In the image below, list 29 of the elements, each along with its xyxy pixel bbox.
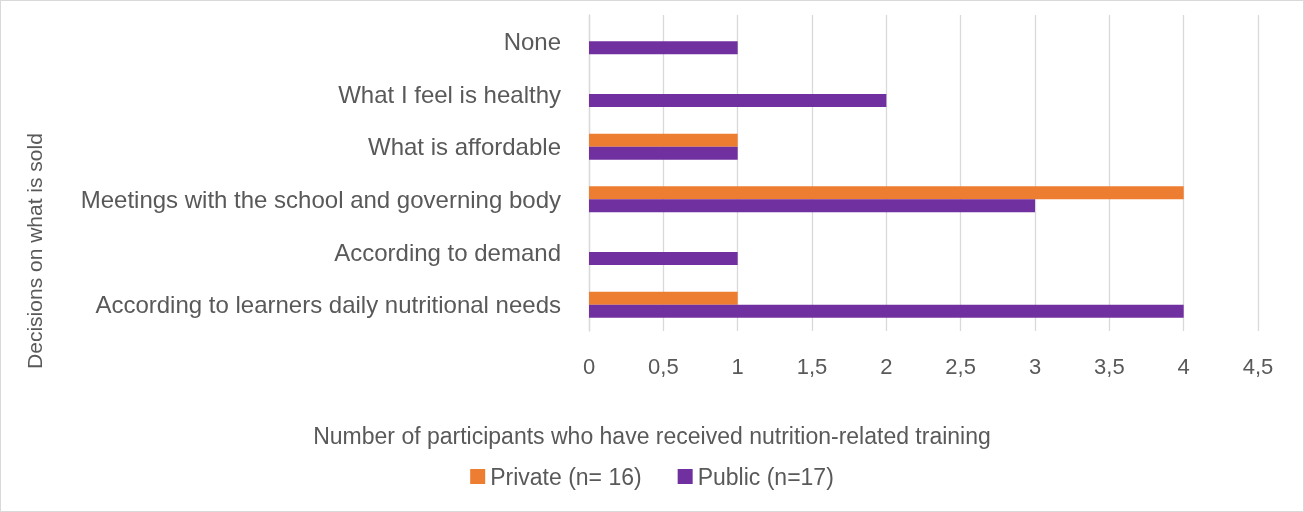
x-tick-label: 4	[1177, 353, 1190, 379]
bar	[589, 304, 1184, 318]
y-tick-label: What is affordable	[368, 133, 561, 161]
bar	[589, 94, 887, 107]
x-tick-label: 2	[880, 353, 893, 379]
y-tick-label: According to demand	[334, 238, 561, 266]
y-axis-title: Decisions on what is sold	[22, 133, 46, 369]
x-axis-title: Number of participants who have received nutrition-related training	[313, 422, 991, 449]
bar	[589, 252, 738, 265]
x-tick-label: 4,5	[1242, 353, 1274, 379]
legend-label: Private (n= 16)	[490, 463, 642, 490]
x-tick-label: 1	[731, 353, 744, 379]
bar	[589, 41, 738, 55]
bar	[589, 186, 1184, 200]
bar	[589, 146, 738, 160]
y-tick-label: Meetings with the school and governing body	[80, 185, 561, 213]
x-tick-label: 3,5	[1094, 353, 1125, 379]
bar	[589, 291, 738, 305]
bar	[589, 133, 738, 147]
x-tick-label: 0	[582, 353, 596, 379]
x-tick-label: 0,5	[648, 353, 679, 379]
y-tick-label: None	[503, 27, 561, 55]
legend-label: Public (n=17)	[697, 463, 834, 490]
bar	[589, 199, 1035, 213]
y-tick-label: What I feel is healthy	[338, 80, 561, 108]
x-tick-label: 1,5	[796, 353, 828, 379]
x-tick-label: 2,5	[945, 353, 976, 379]
x-tick-label: 3	[1028, 353, 1042, 379]
y-tick-label: According to learners daily nutritional needs	[95, 291, 561, 319]
